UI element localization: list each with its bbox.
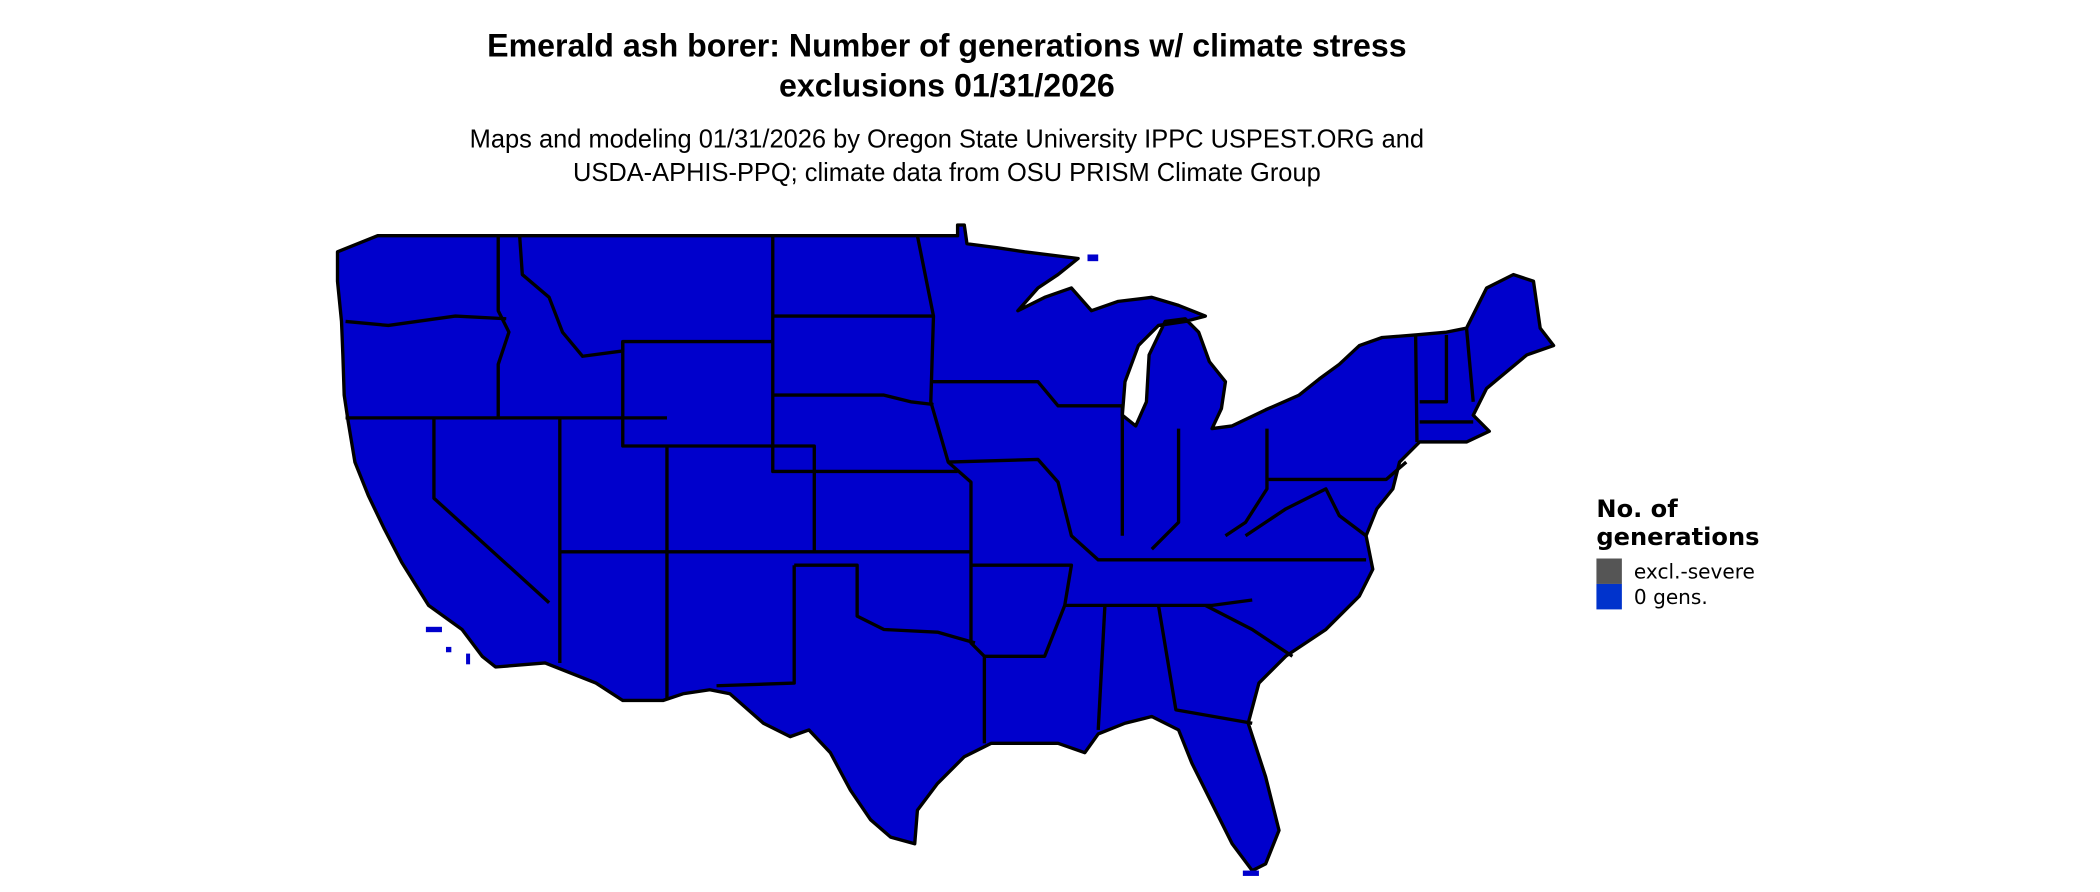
us-map <box>335 223 1556 876</box>
map-subtitle-line2: USDA-APHIS-PPQ; climate data from OSU PR… <box>573 159 1321 187</box>
legend-swatch-excl-severe <box>1596 558 1622 584</box>
map-title-line1: Emerald ash borer: Number of generations… <box>487 27 1406 63</box>
coastal-islands <box>425 254 1259 876</box>
legend-title-line2: generations <box>1596 523 1759 551</box>
legend-title-line1: No. of <box>1596 495 1678 523</box>
legend-swatch-0-gens <box>1596 583 1622 610</box>
conus-outline <box>335 223 1556 873</box>
map-title-line2: exclusions 01/31/2026 <box>779 67 1115 103</box>
state-borders <box>345 235 1475 744</box>
map-subtitle-line1: Maps and modeling 01/31/2026 by Oregon S… <box>470 125 1424 153</box>
legend-label-excl-severe: excl.-severe <box>1634 560 1755 584</box>
legend-label-0-gens: 0 gens. <box>1634 585 1708 609</box>
legend: No. of generations excl.-severe 0 gens. <box>1596 495 1759 610</box>
